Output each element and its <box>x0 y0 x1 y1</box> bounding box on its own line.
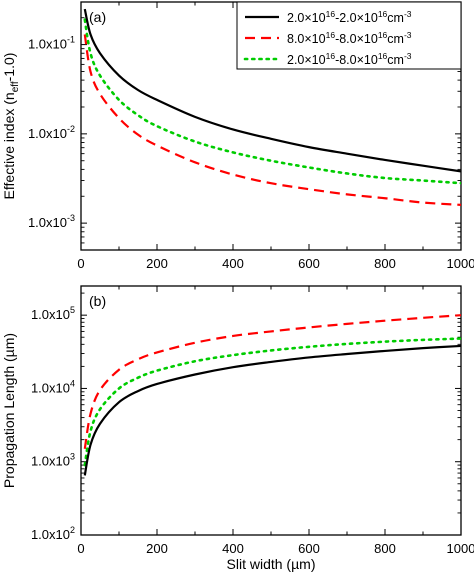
y-tick-label: 1.0x102 <box>31 525 75 542</box>
x-tick-label: 1000 <box>447 256 474 271</box>
legend-label-s2: 8.0×1016-8.0×1016cm-3 <box>287 30 412 46</box>
panel-label: (b) <box>89 293 106 309</box>
legend: 2.0×1016-2.0×1016cm-3 8.0×1016-8.0×1016cm… <box>236 1 462 70</box>
y-tick-label: 1.0x103 <box>31 452 75 469</box>
legend-label-s3: 2.0×1016-8.0×1016cm-3 <box>287 51 412 67</box>
x-tick-label: 200 <box>146 256 168 271</box>
x-tick-label: 600 <box>298 541 320 556</box>
series-line-s1 <box>83 344 461 476</box>
x-tick-label: 400 <box>222 256 244 271</box>
y-tick-label: 1.0x10-3 <box>28 213 75 230</box>
x-tick-label: 0 <box>77 541 84 556</box>
x-tick-label: 0 <box>77 256 84 271</box>
panel-b-chart: 0 200 400 600 800 1000 1.0x102 1.0x103 1.0x104 1.… <box>1 285 474 572</box>
y-tick-label: 1.0x105 <box>31 305 75 322</box>
x-tick-label: 1000 <box>447 541 474 556</box>
legend-label-s1: 2.0×1016-2.0×1016cm-3 <box>287 9 412 25</box>
y-tick-label: 1.0x10-2 <box>28 124 75 141</box>
y-tick-label: 1.0x10-1 <box>28 35 75 52</box>
x-tick-label: 800 <box>374 256 396 271</box>
y-axis-label: Propagation Length (µm) <box>1 333 17 488</box>
series-line-s3 <box>83 18 461 185</box>
x-tick-label: 800 <box>374 541 396 556</box>
x-tick-label: 600 <box>298 256 320 271</box>
series-line-s3 <box>83 337 461 467</box>
x-tick-label: 400 <box>222 541 244 556</box>
plot-frame <box>80 285 462 536</box>
y-axis-label: Effective index (neff-1.0) <box>1 53 21 200</box>
panel-a-chart: 0 200 400 600 800 1000 1.0x10-3 1.0x10-2 1.0x10-… <box>1 1 474 271</box>
panel-label: (a) <box>89 9 106 25</box>
y-tick-label: 1.0x104 <box>31 378 75 395</box>
series-line-s1 <box>83 8 461 173</box>
series-line-s2 <box>83 314 461 449</box>
series-line-s2 <box>83 34 461 207</box>
x-tick-label: 200 <box>146 541 168 556</box>
x-axis-label: Slit width (µm) <box>227 556 316 572</box>
